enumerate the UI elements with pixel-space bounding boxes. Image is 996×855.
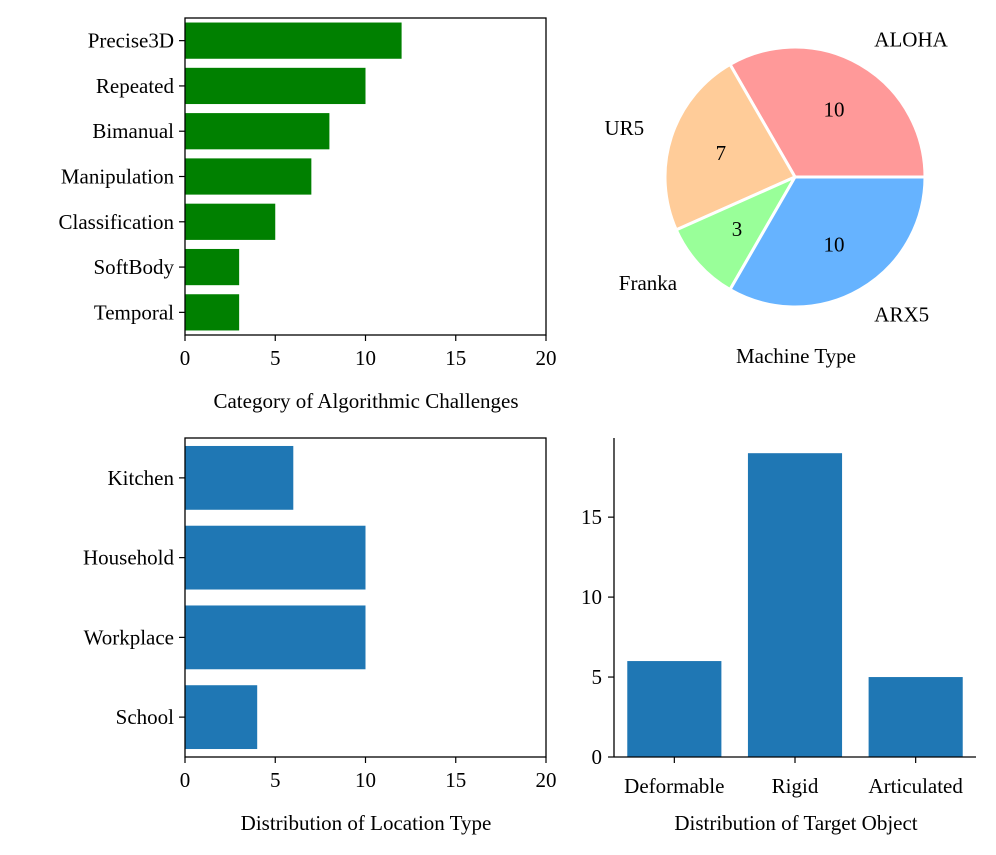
location-xtick-label-0: 0	[180, 768, 191, 792]
pie-slice-aloha	[728, 45, 927, 179]
algorithmic-axes-frame	[184, 17, 547, 336]
algorithmic-xtick-label-10: 10	[355, 346, 376, 370]
algorithmic-bar-temporal	[185, 294, 240, 331]
pie-label-ur5: UR5	[604, 116, 644, 140]
pie-slice-arx5	[728, 175, 927, 309]
pie-value-arx5: 10	[824, 233, 845, 257]
machine-type-chart: Machine Type ALOHA 10 UR5 7 Franka 3 ARX5 10	[604, 28, 948, 368]
target-bar-rigid	[747, 453, 843, 757]
location-xtick-label-5: 5	[270, 768, 281, 792]
pie-value-aloha: 10	[824, 97, 845, 121]
pie-slice-ur5	[663, 62, 797, 232]
algorithmic-ylabel-manipulation: Manipulation	[61, 165, 175, 189]
algorithmic-ylabel-softbody: SoftBody	[93, 255, 174, 279]
target-object-chart: Distribution of Target Object Deformable…	[581, 438, 976, 835]
location-axes-frame	[184, 437, 547, 758]
algorithmic-xtick-label-5: 5	[270, 346, 281, 370]
target-xlabel-rigid: Rigid	[772, 774, 819, 798]
location-ylabel-workplace: Workplace	[84, 625, 174, 649]
algorithmic-challenges-chart: Category of Algorithmic Challenges Preci…	[59, 17, 557, 413]
algorithmic-bar-repeated	[185, 67, 366, 105]
location-bar-household	[185, 525, 366, 590]
location-type-chart: Distribution of Location Type Kitchen Hou…	[83, 437, 557, 835]
algorithmic-xtick-label-20: 20	[536, 346, 557, 370]
target-bar-deformable	[627, 661, 722, 757]
pie-label-arx5: ARX5	[874, 302, 929, 326]
algorithmic-xtick-label-15: 15	[445, 346, 466, 370]
target-xlabel-deformable: Deformable	[624, 774, 724, 798]
target-ytick-label-5: 5	[592, 665, 603, 689]
location-bar-kitchen	[185, 445, 294, 510]
algorithmic-bar-softbody	[185, 248, 240, 286]
location-xtick-label-15: 15	[445, 768, 466, 792]
algorithmic-bar-bimanual	[185, 113, 330, 150]
algorithmic-bar-precise3d	[185, 22, 402, 59]
target-xlabel-articulated: Articulated	[868, 774, 963, 798]
machine-xlabel: Machine Type	[736, 344, 856, 368]
algorithmic-xlabel: Category of Algorithmic Challenges	[213, 389, 518, 413]
algorithmic-xtick-label-0: 0	[180, 346, 191, 370]
algorithmic-ylabel-bimanual: Bimanual	[92, 119, 174, 143]
algorithmic-ylabel-temporal: Temporal	[94, 300, 174, 324]
location-bar-school	[185, 685, 258, 750]
pie-label-aloha: ALOHA	[874, 28, 948, 52]
target-ytick-label-15: 15	[581, 505, 602, 529]
location-ylabel-household: Household	[83, 546, 174, 570]
location-xtick-label-20: 20	[536, 768, 557, 792]
pie-value-franka: 3	[732, 217, 743, 241]
target-ytick-label-10: 10	[581, 585, 602, 609]
algorithmic-ylabel-precise3d: Precise3D	[88, 29, 174, 53]
target-xlabel: Distribution of Target Object	[674, 811, 917, 835]
target-bar-articulated	[868, 677, 963, 757]
pie-value-ur5: 7	[716, 141, 727, 165]
location-ylabel-kitchen: Kitchen	[108, 466, 175, 490]
algorithmic-ylabel-repeated: Repeated	[96, 74, 175, 98]
algorithmic-ylabel-classification: Classification	[59, 210, 175, 234]
location-xtick-label-10: 10	[355, 768, 376, 792]
pie-slice-franka	[674, 175, 797, 292]
target-ytick-label-0: 0	[592, 745, 603, 769]
location-xlabel: Distribution of Location Type	[241, 811, 492, 835]
algorithmic-bar-manipulation	[185, 158, 312, 195]
location-bar-workplace	[185, 605, 366, 670]
pie-label-franka: Franka	[619, 271, 678, 295]
location-ylabel-school: School	[116, 705, 175, 729]
algorithmic-bar-classification	[185, 203, 276, 240]
